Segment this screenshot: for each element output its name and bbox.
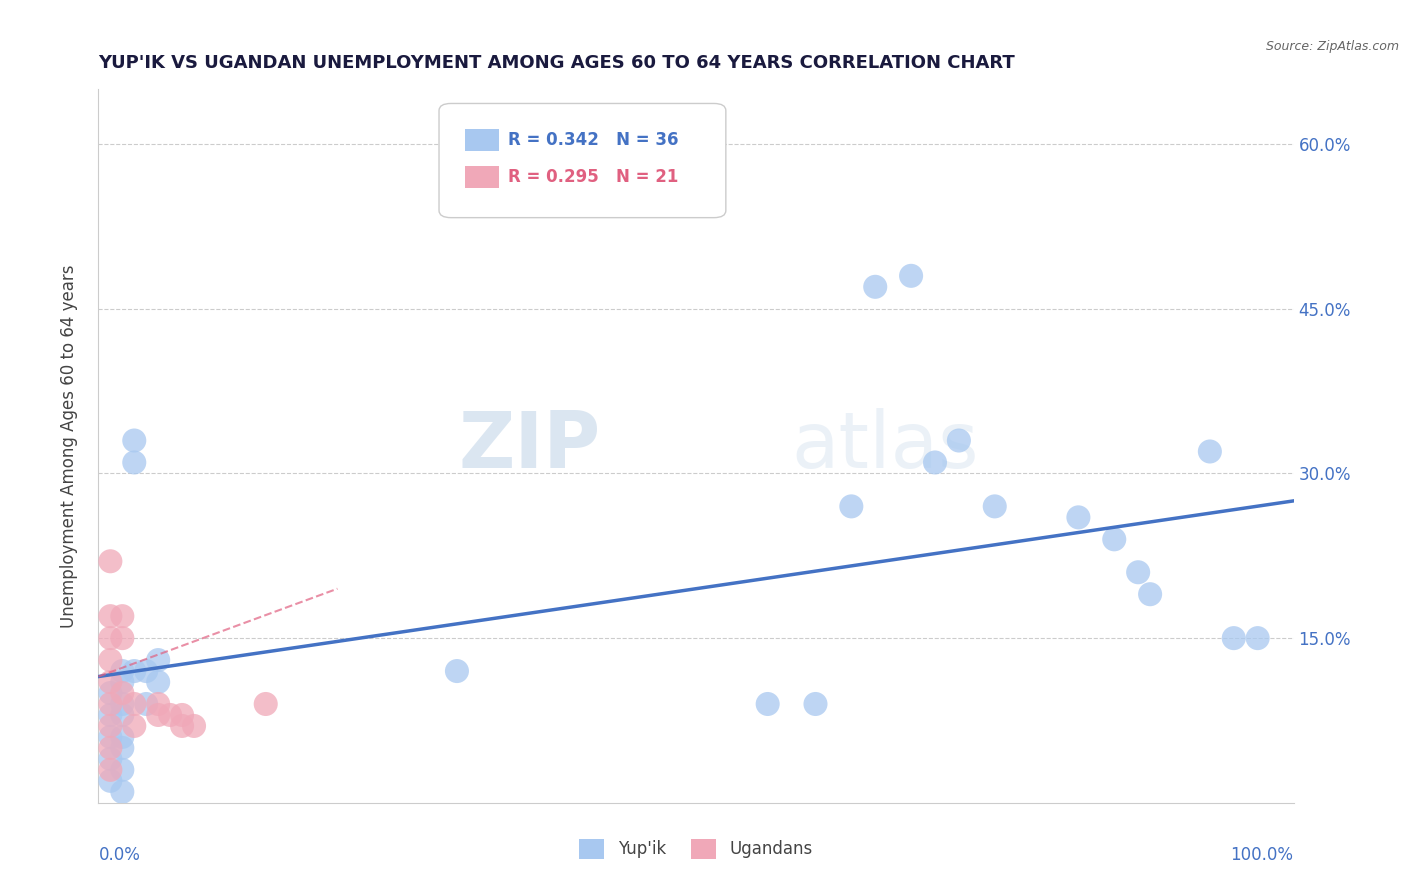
Point (172, 719, 194, 733)
Point (98, 730, 122, 744)
Point (1223, 631, 1246, 645)
Point (98, 697, 122, 711)
Bar (465, 129, 499, 151)
Point (148, 697, 170, 711)
Point (804, 697, 827, 711)
Point (111, 763, 134, 777)
Point (135, 664, 157, 678)
Point (98, 752, 122, 766)
Point (148, 675, 170, 690)
Point (124, 664, 146, 678)
Point (111, 664, 134, 678)
Text: atlas: atlas (792, 408, 979, 484)
Text: Source: ZipAtlas.com: Source: ZipAtlas.com (1265, 40, 1399, 54)
Point (984, 500, 1007, 514)
Point (111, 785, 134, 799)
FancyBboxPatch shape (439, 103, 725, 218)
Point (148, 708, 170, 723)
Point (183, 719, 205, 733)
Text: 0.0%: 0.0% (98, 846, 141, 863)
Point (841, 500, 863, 514)
Point (98, 686, 122, 700)
Point (111, 631, 134, 645)
Point (98, 740, 122, 755)
Point (111, 697, 134, 711)
Point (98, 719, 122, 733)
Text: ZIP: ZIP (458, 408, 600, 484)
Point (111, 730, 134, 744)
Point (98, 554, 122, 568)
Point (111, 675, 134, 690)
Point (111, 708, 134, 723)
Point (98, 675, 122, 690)
Point (865, 280, 887, 294)
Bar (465, 166, 499, 187)
Point (756, 697, 779, 711)
Point (111, 686, 134, 700)
Point (111, 740, 134, 755)
Text: R = 0.295   N = 21: R = 0.295 N = 21 (509, 168, 679, 186)
Point (124, 455, 146, 469)
Point (900, 268, 922, 283)
Point (98, 708, 122, 723)
Point (1139, 587, 1161, 601)
Point (124, 697, 146, 711)
Point (254, 697, 277, 711)
Point (135, 697, 157, 711)
Point (446, 664, 468, 678)
Point (98, 631, 122, 645)
Point (924, 455, 946, 469)
Y-axis label: Unemployment Among Ages 60 to 64 years: Unemployment Among Ages 60 to 64 years (59, 264, 77, 628)
Point (124, 719, 146, 733)
Point (1199, 444, 1222, 458)
Point (1128, 566, 1150, 580)
Point (98, 609, 122, 624)
Point (1104, 533, 1126, 547)
Point (159, 708, 181, 723)
Point (148, 653, 170, 667)
Text: R = 0.342   N = 36: R = 0.342 N = 36 (509, 131, 679, 149)
Point (111, 609, 134, 624)
Point (98, 773, 122, 788)
Legend: Yup'ik, Ugandans: Yup'ik, Ugandans (572, 832, 820, 866)
Point (124, 434, 146, 448)
Point (172, 708, 194, 723)
Text: 100.0%: 100.0% (1230, 846, 1294, 863)
Point (1247, 631, 1270, 645)
Point (1067, 510, 1090, 524)
Point (98, 763, 122, 777)
Text: YUP'IK VS UGANDAN UNEMPLOYMENT AMONG AGES 60 TO 64 YEARS CORRELATION CHART: YUP'IK VS UGANDAN UNEMPLOYMENT AMONG AGE… (98, 54, 1015, 72)
Point (948, 434, 970, 448)
Point (98, 653, 122, 667)
